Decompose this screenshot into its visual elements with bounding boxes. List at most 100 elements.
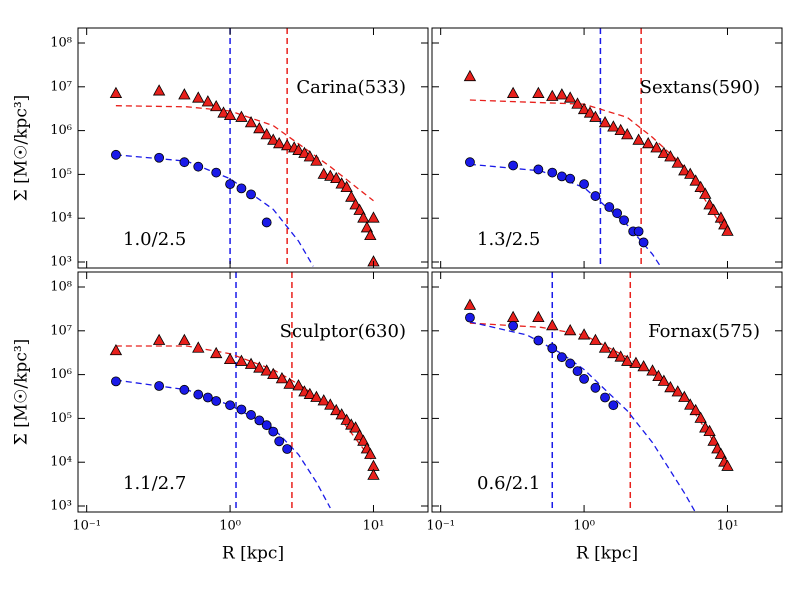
circle-point [274, 436, 285, 447]
triangle-point [694, 411, 707, 423]
triangle-point [707, 203, 720, 215]
circle-point [254, 415, 265, 426]
x-tick-label: 10⁰ [573, 519, 595, 534]
y-tick-label: 10⁵ [50, 167, 72, 182]
triangle-point [555, 88, 569, 100]
circle-point [211, 396, 222, 406]
scale-label: 1.1/2.7 [123, 473, 186, 494]
circle-point [111, 376, 121, 387]
triangle-point [192, 341, 205, 353]
triangle-point [689, 174, 702, 186]
circle-point [225, 400, 235, 411]
triangle-point [244, 357, 258, 369]
triangle-point [152, 333, 166, 345]
triangle-point [632, 133, 645, 145]
triangle-point [463, 69, 477, 82]
triangle-point [721, 224, 734, 236]
triangle-point [364, 447, 377, 459]
circle-point [533, 335, 544, 346]
circle-point [193, 161, 204, 172]
triangle-point [260, 128, 273, 140]
triangle-point [703, 424, 716, 436]
triangle-point [267, 367, 280, 380]
x-tick-label: 10¹ [717, 519, 739, 534]
fit-line [469, 321, 696, 512]
plot-frame [77, 271, 429, 513]
triangle-point [283, 377, 296, 389]
circle-point [565, 173, 576, 184]
triangle-point [267, 133, 280, 145]
triangle-point [506, 86, 520, 98]
triangle-point [324, 398, 337, 410]
triangle-point [340, 180, 353, 192]
circle-point [590, 382, 601, 393]
triangle-point [253, 121, 266, 134]
triangle-point [349, 421, 362, 433]
circle-point [282, 444, 293, 454]
triangle-point [463, 298, 477, 310]
triangle-point [357, 211, 370, 223]
triangle-point [223, 108, 237, 121]
circle-point [236, 404, 247, 415]
y-tick-label: 10⁸ [50, 279, 72, 294]
triangle-point [589, 110, 602, 122]
circle-point [202, 392, 213, 403]
triangle-point [607, 120, 620, 132]
circle-point [154, 152, 165, 163]
scale-label: 0.6/2.1 [477, 473, 540, 494]
triangle-point [275, 372, 289, 384]
triangle-point [564, 323, 577, 336]
circle-point [246, 189, 256, 200]
triangle-point [637, 360, 650, 372]
triangle-point [330, 171, 343, 184]
triangle-point [546, 89, 559, 101]
triangle-point [367, 468, 380, 480]
circle-point [612, 208, 623, 219]
triangle-point [629, 356, 643, 368]
triangle-point [364, 228, 377, 241]
circle-point [638, 237, 649, 248]
circle-point [565, 358, 576, 369]
x-tick-label: 10⁻¹ [426, 519, 455, 534]
triangle-point [292, 143, 305, 155]
y-tick-label: 10⁴ [50, 211, 72, 226]
circle-point [236, 183, 247, 194]
triangle-point [678, 164, 691, 176]
circle-point [465, 157, 475, 168]
fit-line [115, 105, 374, 202]
circle-point [179, 384, 190, 395]
triangle-point [678, 390, 691, 402]
triangle-point [280, 138, 294, 151]
circle-point [590, 191, 601, 201]
triangle-point [367, 211, 380, 223]
plot-frame [431, 271, 783, 513]
triangle-point [292, 379, 305, 391]
y-tick-label: 10⁶ [50, 367, 72, 382]
triangle-point [652, 369, 665, 382]
triangle-point [657, 374, 671, 386]
triangle-point [684, 398, 697, 410]
x-tick-label: 10⁰ [219, 519, 241, 534]
triangle-point [714, 447, 728, 459]
triangle-point [303, 150, 317, 162]
triangle-point [671, 385, 684, 397]
plot-area [109, 28, 380, 268]
triangle-point [317, 394, 330, 406]
circle-point [211, 167, 222, 178]
circle-point [619, 215, 629, 226]
triangle-point [583, 106, 597, 118]
triangle-point [694, 180, 707, 192]
triangle-point [657, 146, 671, 158]
triangle-point [614, 350, 627, 362]
triangle-point [664, 380, 677, 393]
triangle-point [707, 434, 720, 446]
y-tick-label: 10⁷ [50, 323, 72, 338]
circle-point [547, 167, 558, 178]
triangle-point [664, 150, 677, 162]
circle-point [225, 179, 235, 190]
plot-area [463, 28, 734, 268]
triangle-point [244, 116, 258, 128]
triangle-point [223, 352, 237, 365]
triangle-point [235, 110, 248, 122]
